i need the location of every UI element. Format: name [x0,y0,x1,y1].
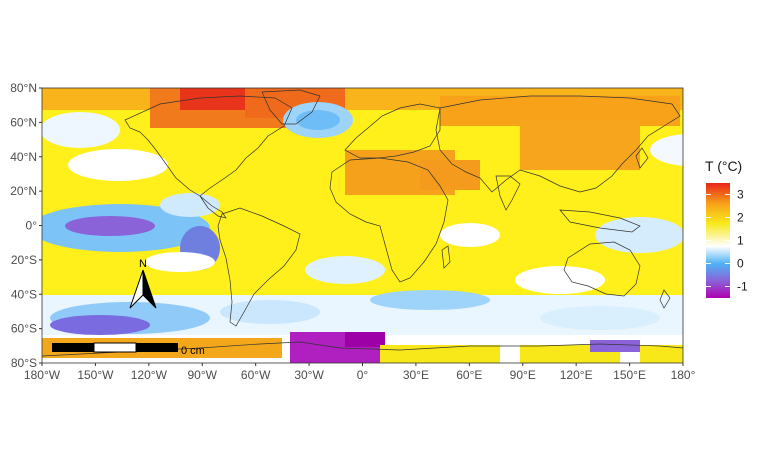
x-tick-label: 60°E [456,368,482,382]
x-tick-label: 150°E [613,368,646,382]
legend-label: 0 [737,257,744,271]
legend: T (°C) 3 2 1 0 -1 [705,158,748,298]
y-tick-label: 40°S [11,287,37,301]
y-axis: 80°N 60°N 40°N 20°N 0° 20°S 40°S 60°S 80°S [10,81,42,370]
x-tick-label: 30°W [294,368,324,382]
legend-title: T (°C) [705,158,742,174]
scale-bar-label: 0 cm [181,345,205,357]
north-arrow-label: N [139,258,147,270]
y-tick-label: 60°S [11,322,37,336]
x-tick-label: 120°E [560,368,593,382]
legend-label: 2 [737,211,744,225]
temperature-field [42,88,683,363]
x-tick-label: 90°W [188,368,218,382]
y-tick-label: 0° [26,219,38,233]
x-tick-label: 60°W [241,368,271,382]
country-borders [42,89,683,357]
y-tick-label: 80°N [10,81,37,95]
y-tick-label: 80°S [11,356,37,370]
x-tick-label: 30°E [403,368,429,382]
y-tick-label: 60°N [10,115,37,129]
x-tick-label: 150°W [77,368,114,382]
x-axis: 180°W 150°W 120°W 90°W 60°W 30°W 0° 30°E 60°E 90°… [24,363,696,382]
x-tick-label: 120°W [131,368,168,382]
x-tick-label: 180°W [24,368,61,382]
x-tick-label: 0° [357,368,369,382]
y-tick-label: 20°N [10,184,37,198]
y-tick-label: 40°N [10,150,37,164]
x-tick-label: 90°E [510,368,536,382]
x-tick-label: 180° [671,368,696,382]
north-arrow: N [129,258,157,309]
legend-label: -1 [737,280,748,294]
y-tick-label: 20°S [11,253,37,267]
scale-bar: 0 cm [52,342,205,357]
map-panel [42,88,683,363]
legend-label: 1 [737,234,744,248]
legend-label: 3 [737,188,744,202]
